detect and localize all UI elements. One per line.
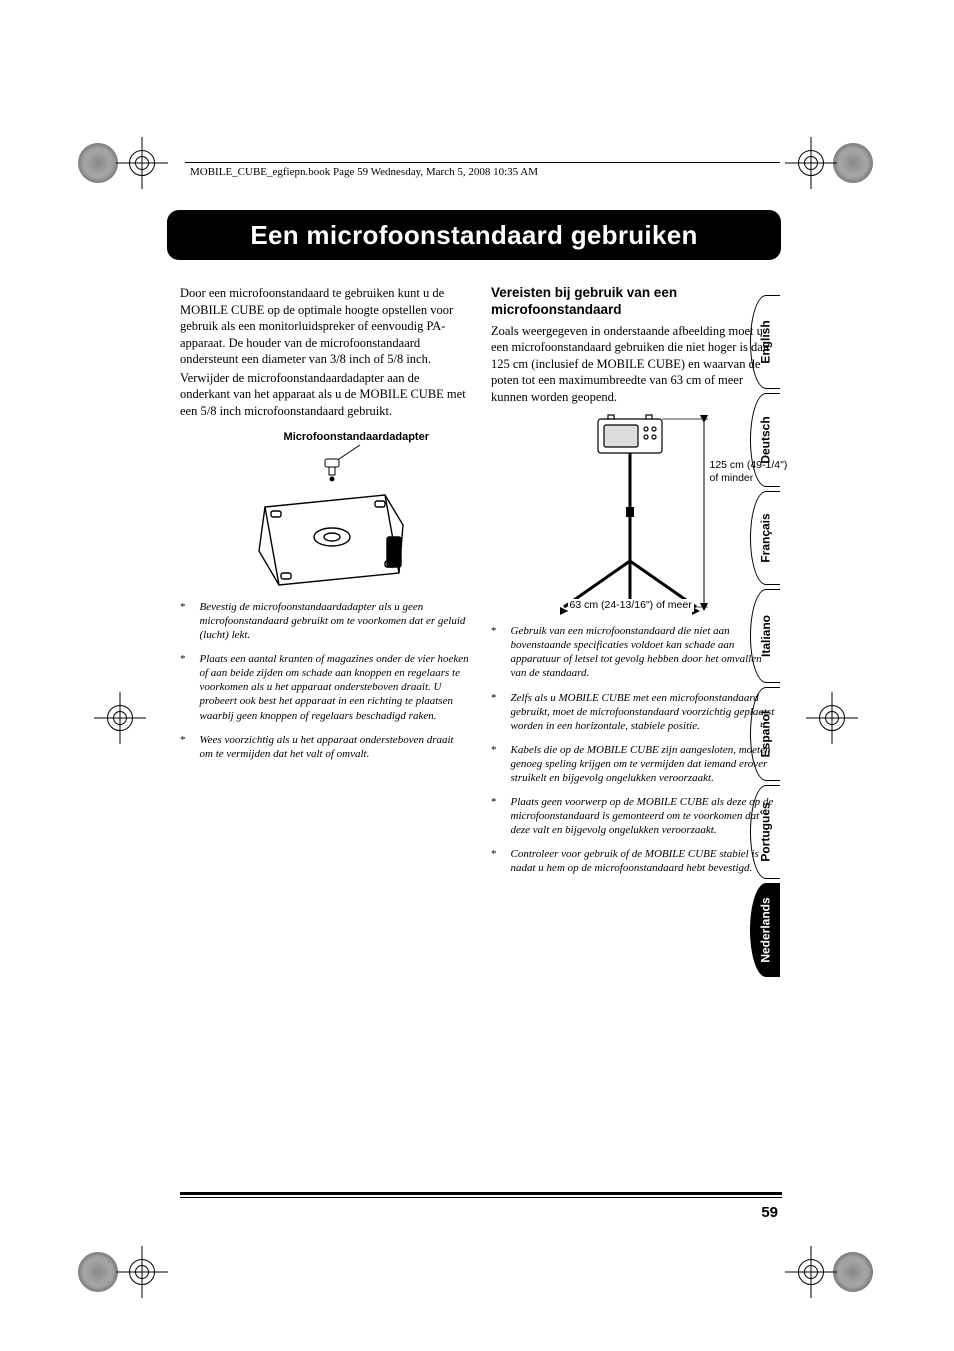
left-notes: *Bevestig de microfoonstandaardadapter a… xyxy=(180,600,469,761)
right-para-1: Zoals weergegeven in onderstaande afbeel… xyxy=(491,323,780,406)
lang-tab-espanol[interactable]: Español xyxy=(750,687,780,781)
header-rule xyxy=(185,162,780,163)
content-area: Door een microfoonstandaard te gebruiken… xyxy=(180,285,780,885)
left-para-1: Door een microfoonstandaard te gebruiken… xyxy=(180,285,469,368)
reg-mark-top-left xyxy=(78,143,118,183)
footer-rule-thin xyxy=(180,1197,782,1198)
footer-rule-thick xyxy=(180,1192,782,1195)
reg-cross-bottom-left xyxy=(122,1252,162,1292)
right-notes: *Gebruik van een microfoonstandaard die … xyxy=(491,624,780,875)
title-text: Een microfoonstandaard gebruiken xyxy=(250,220,697,251)
left-column: Door een microfoonstandaard te gebruiken… xyxy=(180,285,469,885)
reg-mark-bottom-left xyxy=(78,1252,118,1292)
right-note-2: *Kabels die op de MOBILE CUBE zijn aange… xyxy=(491,743,780,785)
left-note-1: *Plaats een aantal kranten of magazines … xyxy=(180,652,469,722)
lang-tab-nederlands[interactable]: Nederlands xyxy=(750,883,780,977)
adapter-label: Microfoonstandaardadapter xyxy=(180,431,469,443)
stand-figure: 125 cm (49-1/4")of minder 63 cm (24-13/1… xyxy=(506,411,766,616)
dim-width-label: 63 cm (24-13/16") of meer xyxy=(568,599,694,612)
lang-tab-italiano[interactable]: Italiano xyxy=(750,589,780,683)
left-note-2: *Wees voorzichtig als u het apparaat ond… xyxy=(180,733,469,761)
reg-cross-top-right xyxy=(791,143,831,183)
reg-cross-bottom-right xyxy=(791,1252,831,1292)
reg-cross-top-left xyxy=(122,143,162,183)
lang-tab-deutsch[interactable]: Deutsch xyxy=(750,393,780,487)
page-number: 59 xyxy=(761,1204,778,1221)
right-subhead: Vereisten bij gebruik van een microfoons… xyxy=(491,285,780,319)
reg-cross-mid-left xyxy=(100,698,140,738)
reg-mark-bottom-right xyxy=(833,1252,873,1292)
right-column: Vereisten bij gebruik van een microfoons… xyxy=(491,285,780,885)
right-note-4: *Controleer voor gebruik of de MOBILE CU… xyxy=(491,847,780,875)
title-bar: Een microfoonstandaard gebruiken xyxy=(167,210,781,260)
right-note-3: *Plaats geen voorwerp op de MOBILE CUBE … xyxy=(491,795,780,837)
lang-tab-francais[interactable]: Français xyxy=(750,491,780,585)
reg-cross-mid-right xyxy=(812,698,852,738)
adapter-figure xyxy=(235,445,415,590)
right-note-1: *Zelfs als u MOBILE CUBE met een microfo… xyxy=(491,691,780,733)
left-para-2: Verwijder de microfoonstandaardadapter a… xyxy=(180,370,469,420)
reg-mark-top-right xyxy=(833,143,873,183)
lang-tab-portugues[interactable]: Português xyxy=(750,785,780,879)
lang-tab-english[interactable]: English xyxy=(750,295,780,389)
language-tabs: English Deutsch Français Italiano Españo… xyxy=(750,295,782,981)
manual-page: MOBILE_CUBE_egfiepn.book Page 59 Wednesd… xyxy=(0,0,954,1351)
right-note-0: *Gebruik van een microfoonstandaard die … xyxy=(491,624,780,680)
left-note-0: *Bevestig de microfoonstandaardadapter a… xyxy=(180,600,469,642)
header-text: MOBILE_CUBE_egfiepn.book Page 59 Wednesd… xyxy=(190,166,538,178)
